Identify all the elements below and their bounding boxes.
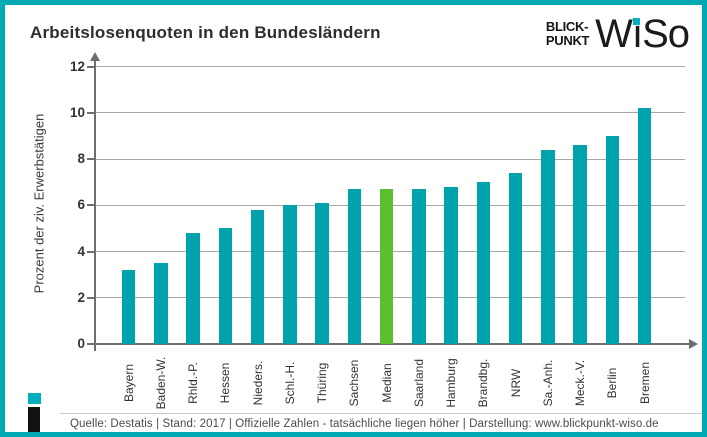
bar-nieders (250, 209, 265, 344)
x-tick-label-nrw: NRW (508, 368, 523, 398)
x-tick-label-median: Median (379, 363, 394, 403)
wordmark-i: ı (631, 12, 643, 56)
bar-berlin (605, 135, 619, 344)
x-tick-label-hamburg: Hamburg (444, 358, 458, 408)
y-tick-mark-6 (87, 204, 95, 207)
y-tick-label-4: 4 (77, 243, 85, 259)
brand-wordmark: Wı So (595, 12, 690, 56)
bar-saanh (541, 149, 555, 344)
y-tick-mark-4 (87, 250, 95, 253)
x-tick-label-nieders: Nieders. (250, 360, 265, 406)
bar-hamburg (444, 186, 458, 344)
y-tick-mark-0 (87, 343, 95, 345)
gridline-8 (96, 158, 685, 160)
brand-logo: BLICK- PUNKT Wı So (545, 12, 690, 56)
brand-logo-text: BLICK- PUNKT (545, 19, 590, 48)
bar-meckv (573, 145, 587, 344)
x-tick-label-berlin: Berlin (605, 367, 620, 399)
bar-thring (315, 202, 329, 344)
bar-rhldp (186, 233, 200, 344)
x-tick-label-meckv: Meck.-V. (573, 359, 587, 407)
x-tick-label-thring: Thüring (315, 362, 329, 404)
bar-median (379, 189, 394, 344)
gridline-10 (96, 112, 685, 114)
y-tick-label-12: 12 (69, 58, 85, 74)
x-tick-label-schlh: Schl.-H. (282, 361, 297, 405)
footer-divider (60, 413, 702, 414)
bar-nrw (508, 172, 523, 344)
gridline-12 (96, 66, 685, 67)
bar-saarland (412, 189, 426, 344)
bar-badenw (154, 263, 168, 344)
x-tick-label-bayern: Bayern (121, 363, 136, 403)
x-axis-arrow-icon (689, 339, 698, 349)
x-tick-label-saarland: Saarland (411, 358, 426, 408)
x-tick-label-bremen: Bremen (637, 361, 652, 405)
bar-sachsen (347, 189, 361, 344)
y-tick-label-2: 2 (77, 289, 85, 305)
wordmark-i-dot-icon (632, 18, 640, 25)
bar-schlh (283, 205, 297, 344)
footer-source-text: Quelle: Destatis | Stand: 2017 | Offizie… (70, 418, 659, 430)
bar-brandbg (476, 182, 490, 344)
y-axis-line (94, 59, 96, 351)
y-tick-label-0: 0 (77, 336, 85, 351)
x-tick-label-saanh: Sa.-Anh. (540, 359, 555, 407)
wiso-i-mark-icon (28, 393, 41, 432)
y-tick-label-8: 8 (77, 151, 85, 166)
bar-bremen (637, 108, 652, 344)
wiso-i-mark-dot (28, 393, 41, 404)
wiso-i-mark-stem (28, 407, 40, 432)
y-tick-mark-12 (87, 65, 95, 68)
y-tick-mark-10 (87, 111, 95, 114)
x-tick-label-rhldp: Rhld.-P. (186, 362, 200, 404)
x-tick-label-brandbg: Brandbg. (476, 358, 491, 408)
y-tick-label-10: 10 (69, 104, 85, 120)
x-axis-line (95, 343, 691, 345)
y-axis-arrow-icon (90, 52, 100, 61)
bar-hessen (218, 228, 232, 344)
y-tick-label-6: 6 (77, 197, 85, 213)
x-tick-label-hessen: Hessen (218, 362, 233, 404)
x-tick-label-sachsen: Sachsen (347, 359, 362, 407)
chart-title: Arbeitslosenquoten in den Bundesländern (30, 23, 381, 42)
bar-bayern (121, 270, 136, 344)
brand-logo-line1: BLICK- (545, 19, 589, 34)
y-tick-mark-2 (87, 296, 95, 299)
brand-logo-line2: PUNKT (545, 33, 590, 48)
x-tick-label-badenw: Baden-W. (153, 356, 168, 410)
y-tick-mark-8 (87, 158, 95, 160)
